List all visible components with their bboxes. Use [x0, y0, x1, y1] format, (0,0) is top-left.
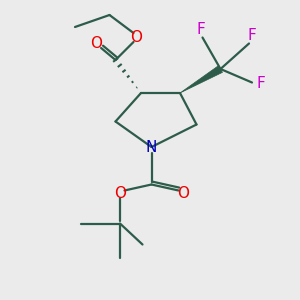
Text: O: O — [177, 186, 189, 201]
Text: F: F — [256, 76, 265, 92]
Polygon shape — [180, 66, 223, 93]
Text: N: N — [146, 140, 157, 154]
Text: F: F — [196, 22, 206, 38]
Text: O: O — [114, 186, 126, 201]
Text: O: O — [130, 30, 142, 45]
Text: F: F — [248, 28, 256, 44]
Text: O: O — [91, 36, 103, 51]
